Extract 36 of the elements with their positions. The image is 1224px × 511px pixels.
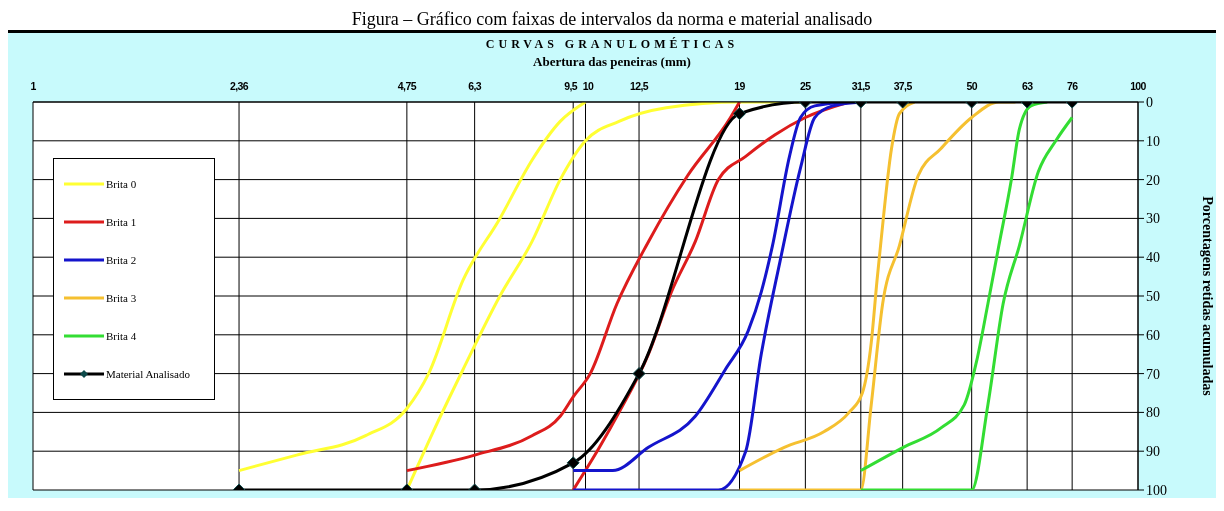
- y-tick-label: 0: [1146, 94, 1153, 110]
- y-tick-label: 90: [1146, 444, 1160, 460]
- x-tick-label: 37,5: [893, 80, 913, 92]
- y-tick-label: 60: [1146, 327, 1160, 343]
- y-tick-label: 40: [1146, 250, 1160, 266]
- x-tick-label: 50: [966, 80, 978, 92]
- y-tick-label: 70: [1146, 366, 1160, 382]
- x-tick-label: 6,3: [468, 80, 482, 92]
- x-tick-label: 2,36: [230, 80, 249, 92]
- y-tick-label: 50: [1146, 288, 1160, 304]
- legend-label: Material Analisado: [106, 368, 191, 380]
- y-tick-label: 30: [1146, 211, 1160, 227]
- x-tick-label: 4,75: [397, 80, 417, 92]
- x-tick-label: 76: [1066, 80, 1079, 92]
- y-tick-label: 10: [1146, 133, 1160, 149]
- x-tick-label: 31,5: [851, 80, 871, 92]
- x-tick-label: 63: [1021, 80, 1034, 92]
- chart-title: CURVAS GRANULOMÉTICAS: [484, 37, 740, 52]
- legend-label: Brita 1: [106, 216, 137, 228]
- legend-label: Brita 0: [106, 178, 137, 190]
- x-tick-label: 9,5: [564, 80, 578, 92]
- legend-label: Brita 3: [106, 292, 137, 304]
- y-axis-title: Porcentagens retidas acumuladas: [1200, 196, 1216, 397]
- y-tick-label: 100: [1146, 482, 1167, 498]
- y-tick-label: 20: [1146, 172, 1160, 188]
- legend-label: Brita 4: [106, 330, 137, 342]
- x-axis-title: Abertura das peneiras (mm): [532, 54, 692, 70]
- x-tick-label: 100: [1130, 80, 1147, 92]
- x-tick-label: 1: [30, 80, 37, 92]
- text: Figura – Gráfico com faixas de intervalos da norma e material analisado: [350, 8, 874, 30]
- x-tick-label: 10: [582, 80, 594, 92]
- legend-label: Brita 2: [106, 254, 137, 266]
- x-tick-label: 12,5: [630, 80, 649, 92]
- y-tick-label: 80: [1146, 405, 1160, 421]
- x-tick-label: 25: [800, 80, 812, 92]
- x-tick-label: 19: [734, 80, 746, 92]
